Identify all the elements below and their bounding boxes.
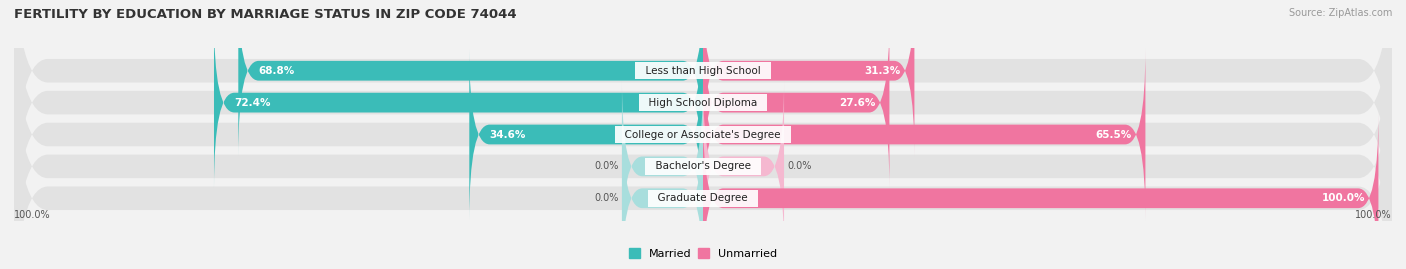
Text: 100.0%: 100.0% bbox=[14, 210, 51, 220]
FancyBboxPatch shape bbox=[703, 81, 785, 252]
Text: FERTILITY BY EDUCATION BY MARRIAGE STATUS IN ZIP CODE 74044: FERTILITY BY EDUCATION BY MARRIAGE STATU… bbox=[14, 8, 516, 21]
Text: Bachelor's Degree: Bachelor's Degree bbox=[648, 161, 758, 171]
Text: Graduate Degree: Graduate Degree bbox=[651, 193, 755, 203]
Text: Source: ZipAtlas.com: Source: ZipAtlas.com bbox=[1288, 8, 1392, 18]
Text: 0.0%: 0.0% bbox=[595, 193, 619, 203]
Text: 72.4%: 72.4% bbox=[235, 98, 271, 108]
FancyBboxPatch shape bbox=[621, 112, 703, 269]
FancyBboxPatch shape bbox=[214, 17, 703, 188]
FancyBboxPatch shape bbox=[14, 0, 1392, 269]
Text: Less than High School: Less than High School bbox=[638, 66, 768, 76]
FancyBboxPatch shape bbox=[470, 49, 703, 220]
FancyBboxPatch shape bbox=[238, 0, 703, 157]
Legend: Married, Unmarried: Married, Unmarried bbox=[624, 244, 782, 263]
FancyBboxPatch shape bbox=[703, 17, 890, 188]
Text: 31.3%: 31.3% bbox=[865, 66, 901, 76]
FancyBboxPatch shape bbox=[703, 49, 1146, 220]
Text: 100.0%: 100.0% bbox=[1355, 210, 1392, 220]
FancyBboxPatch shape bbox=[14, 0, 1392, 250]
Text: 0.0%: 0.0% bbox=[595, 161, 619, 171]
Text: College or Associate's Degree: College or Associate's Degree bbox=[619, 129, 787, 140]
Text: 65.5%: 65.5% bbox=[1095, 129, 1132, 140]
Text: 68.8%: 68.8% bbox=[259, 66, 295, 76]
FancyBboxPatch shape bbox=[703, 112, 1378, 269]
FancyBboxPatch shape bbox=[703, 0, 914, 157]
FancyBboxPatch shape bbox=[621, 81, 703, 252]
FancyBboxPatch shape bbox=[14, 19, 1392, 269]
FancyBboxPatch shape bbox=[14, 0, 1392, 218]
FancyBboxPatch shape bbox=[14, 51, 1392, 269]
Text: 27.6%: 27.6% bbox=[839, 98, 876, 108]
Text: 34.6%: 34.6% bbox=[489, 129, 526, 140]
Text: 100.0%: 100.0% bbox=[1322, 193, 1365, 203]
Text: 0.0%: 0.0% bbox=[787, 161, 811, 171]
Text: High School Diploma: High School Diploma bbox=[643, 98, 763, 108]
